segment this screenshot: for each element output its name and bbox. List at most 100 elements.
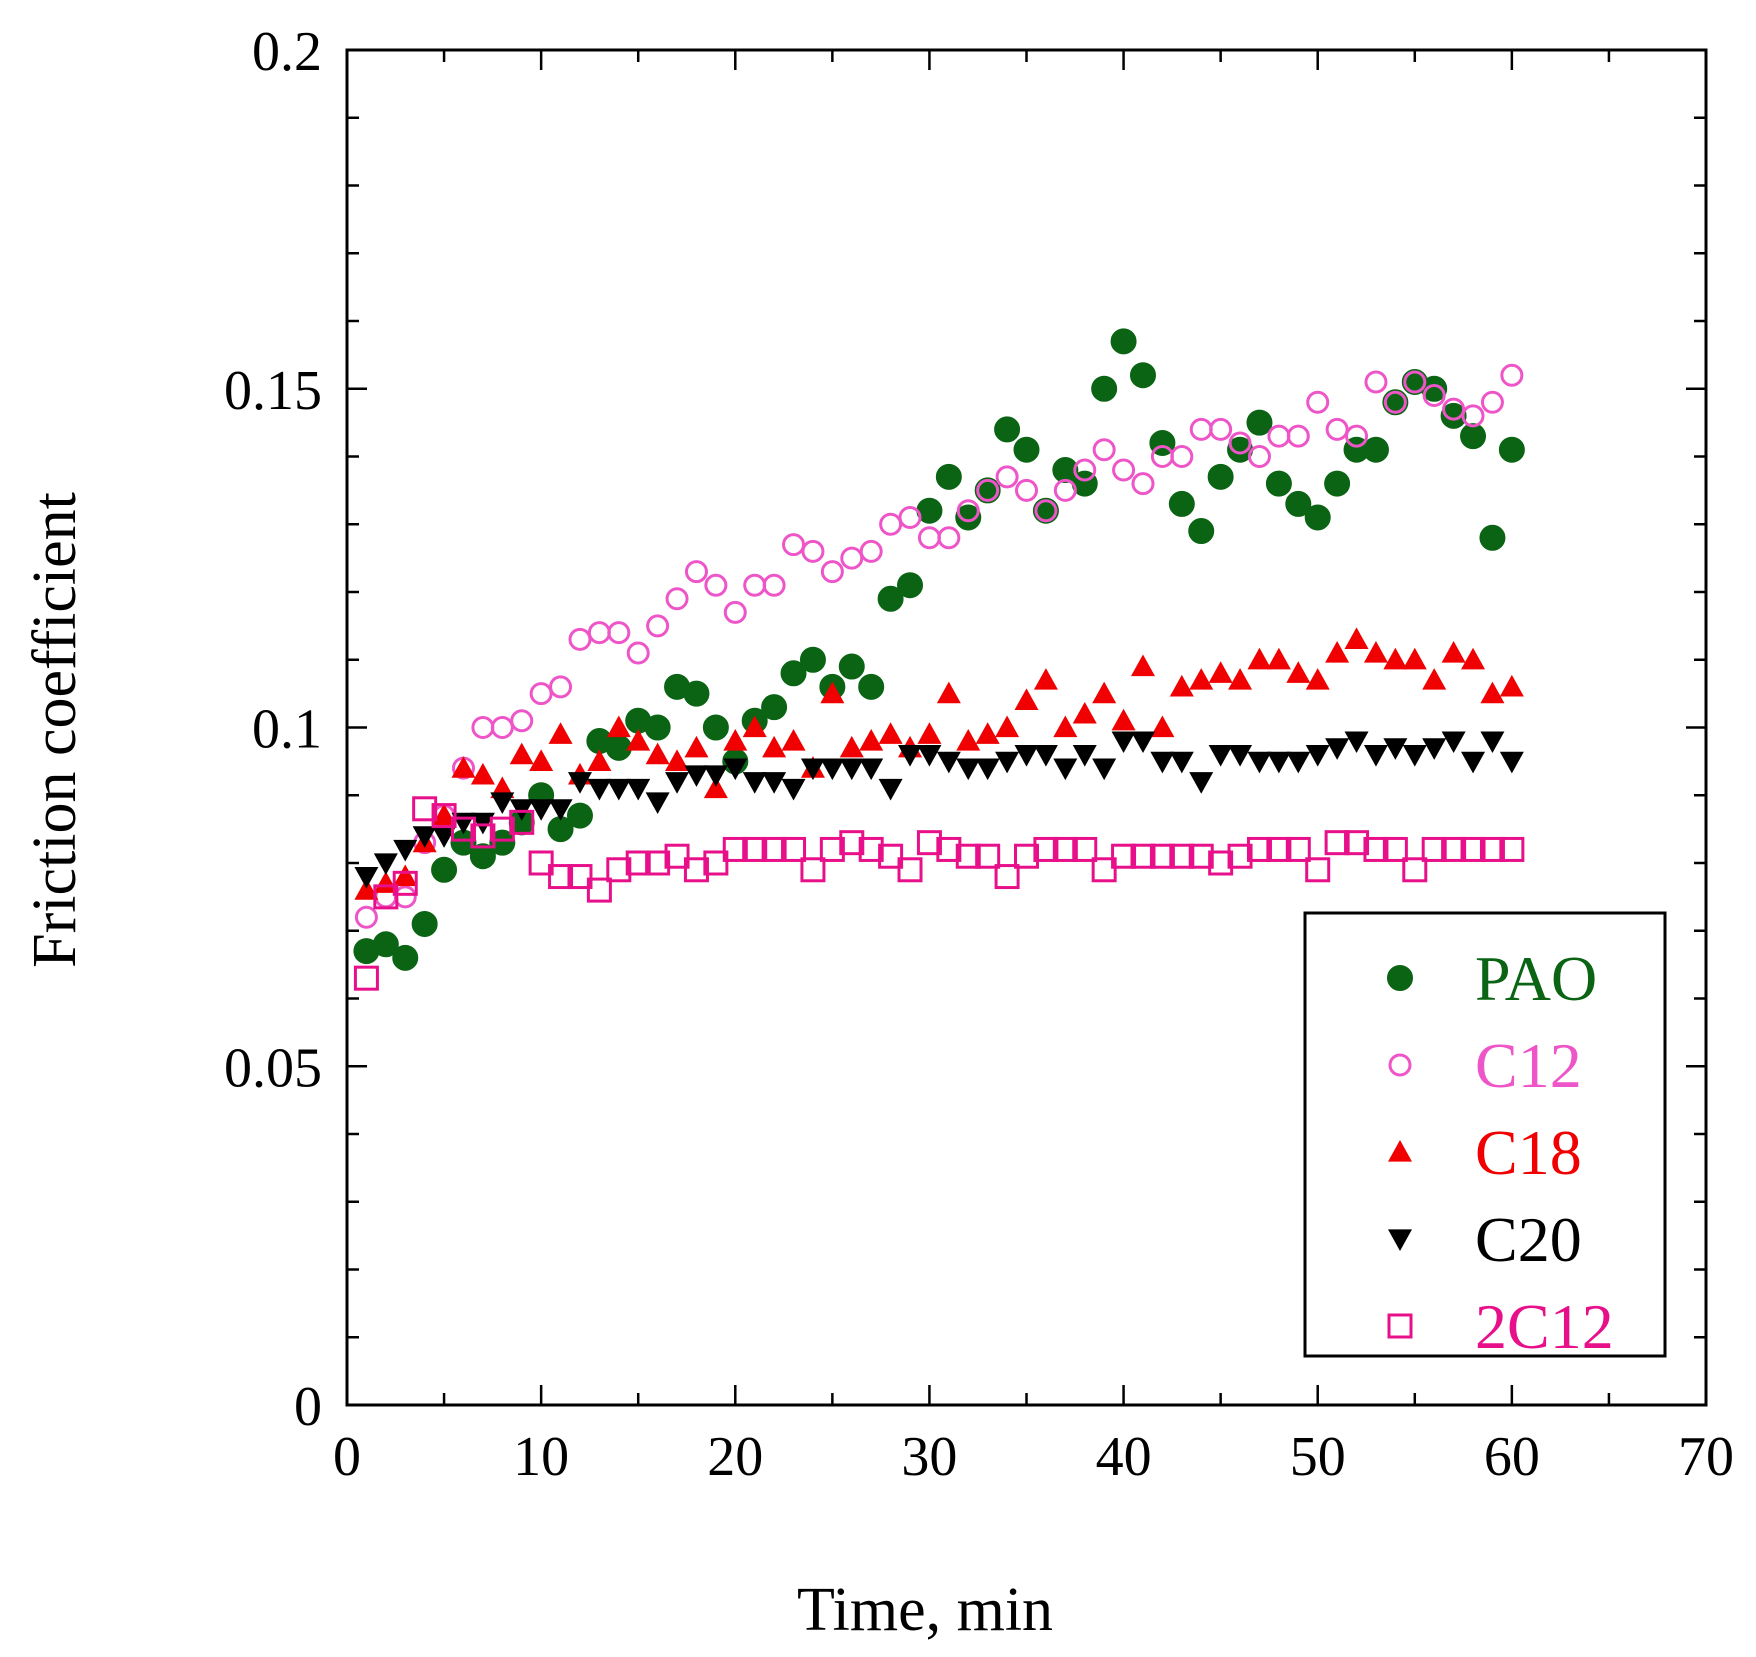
data-point-2c12 <box>1111 843 1137 869</box>
data-point-pao <box>566 802 593 829</box>
data-point-2c12 <box>586 877 612 903</box>
x-tick-label: 60 <box>1484 1426 1540 1488</box>
data-point-c12 <box>1345 424 1369 448</box>
data-point-c18 <box>820 681 845 704</box>
data-point-pao <box>994 416 1021 443</box>
data-point-c12 <box>471 716 495 739</box>
data-point-c18 <box>1499 674 1524 697</box>
data-point-2c12 <box>1091 857 1117 883</box>
data-point-c20 <box>800 758 825 781</box>
data-point-c12 <box>956 499 980 523</box>
data-point-c12 <box>354 905 378 929</box>
data-point-2c12 <box>509 809 535 835</box>
legend-label-c18: C18 <box>1475 1117 1582 1188</box>
data-point-c18 <box>1169 674 1194 697</box>
data-point-2c12 <box>994 864 1020 890</box>
data-point-pao <box>1324 470 1351 497</box>
legend-label-c12: C12 <box>1475 1030 1582 1101</box>
data-point-c12 <box>1092 438 1116 462</box>
data-point-2c12 <box>955 843 981 869</box>
data-point-c20 <box>1441 731 1466 754</box>
x-tick-label: 50 <box>1290 1426 1346 1488</box>
data-point-c18 <box>432 803 457 826</box>
data-point-pao <box>1168 490 1195 517</box>
data-point-c18 <box>1033 668 1058 690</box>
data-point-2c12 <box>1072 836 1098 862</box>
data-point-c12 <box>1131 472 1155 496</box>
data-point-c12 <box>529 682 553 706</box>
data-point-pao <box>1207 463 1234 490</box>
data-point-c12 <box>820 560 844 584</box>
data-point-c20 <box>995 751 1020 774</box>
data-point-2c12 <box>664 843 690 869</box>
data-point-2c12 <box>548 864 574 890</box>
data-point-pao <box>1362 436 1389 463</box>
data-point-c18 <box>1480 681 1505 704</box>
data-point-pao <box>955 504 982 531</box>
data-point-c20 <box>1480 731 1505 754</box>
data-point-c20 <box>606 778 631 801</box>
data-point-c18 <box>1325 640 1350 663</box>
data-point-pao <box>431 856 458 883</box>
data-point-c18 <box>1383 647 1408 670</box>
data-point-c20 <box>1072 745 1097 767</box>
data-point-2c12 <box>800 857 826 883</box>
data-point-2c12 <box>450 816 476 842</box>
data-point-c12 <box>1228 431 1252 455</box>
data-point-c18 <box>762 735 787 758</box>
data-point-c12 <box>723 600 747 624</box>
data-point-2c12 <box>1479 836 1505 862</box>
data-point-pao <box>605 734 632 761</box>
data-point-c18 <box>1441 640 1466 663</box>
data-point-c20 <box>859 758 884 781</box>
data-point-2c12 <box>567 864 593 890</box>
y-tick-label: 0.15 <box>224 360 322 422</box>
data-point-2c12 <box>431 803 457 829</box>
data-point-c12 <box>1461 404 1485 428</box>
data-point-c20 <box>548 799 573 821</box>
legend-marker-2c12 <box>1387 1313 1413 1339</box>
legend-box <box>1303 911 1667 1358</box>
data-point-c20 <box>1266 751 1291 774</box>
data-point-c20 <box>1053 758 1078 781</box>
data-point-c20 <box>917 745 942 767</box>
data-point-pao <box>780 660 807 687</box>
data-point-2c12 <box>781 836 807 862</box>
axes-layer: 0 10 20 30 40 50 60 70 0 0.05 0.1 0.15 0.2 <box>224 21 1734 1488</box>
data-point-c20 <box>936 751 961 774</box>
data-point-c20 <box>490 792 515 815</box>
data-point-2c12 <box>858 836 884 862</box>
y-tick-label: 0.2 <box>252 21 322 83</box>
y-tick-label: 0 <box>294 1376 322 1438</box>
data-point-2c12 <box>1421 836 1447 862</box>
data-point-c18 <box>665 749 690 771</box>
data-point-pao <box>1304 504 1331 531</box>
data-point-c20 <box>354 866 379 889</box>
data-point-pao <box>1382 389 1409 416</box>
data-point-pao <box>935 463 962 490</box>
data-point-c12 <box>1325 417 1349 441</box>
data-point-c18 <box>1461 647 1486 670</box>
data-point-c20 <box>1247 751 1272 774</box>
x-tick-label: 20 <box>707 1426 763 1488</box>
series-pao <box>353 328 1525 971</box>
data-point-c12 <box>549 675 573 699</box>
data-point-c12 <box>1500 363 1524 387</box>
data-point-pao <box>469 843 496 870</box>
data-point-c20 <box>684 765 709 787</box>
data-point-c20 <box>1344 731 1369 754</box>
data-point-c12 <box>665 587 689 611</box>
data-point-c12 <box>937 526 961 550</box>
data-point-2c12 <box>975 843 1001 869</box>
data-point-c12 <box>1383 390 1407 414</box>
data-point-c20 <box>878 778 903 801</box>
data-point-c18 <box>975 722 1000 744</box>
x-axis-title: Time, min <box>797 1576 1053 1644</box>
data-point-c20 <box>1383 738 1408 760</box>
data-point-c12 <box>801 539 825 563</box>
data-point-c12 <box>1247 445 1271 468</box>
data-point-c12 <box>510 709 534 733</box>
data-point-c20 <box>1325 738 1350 760</box>
